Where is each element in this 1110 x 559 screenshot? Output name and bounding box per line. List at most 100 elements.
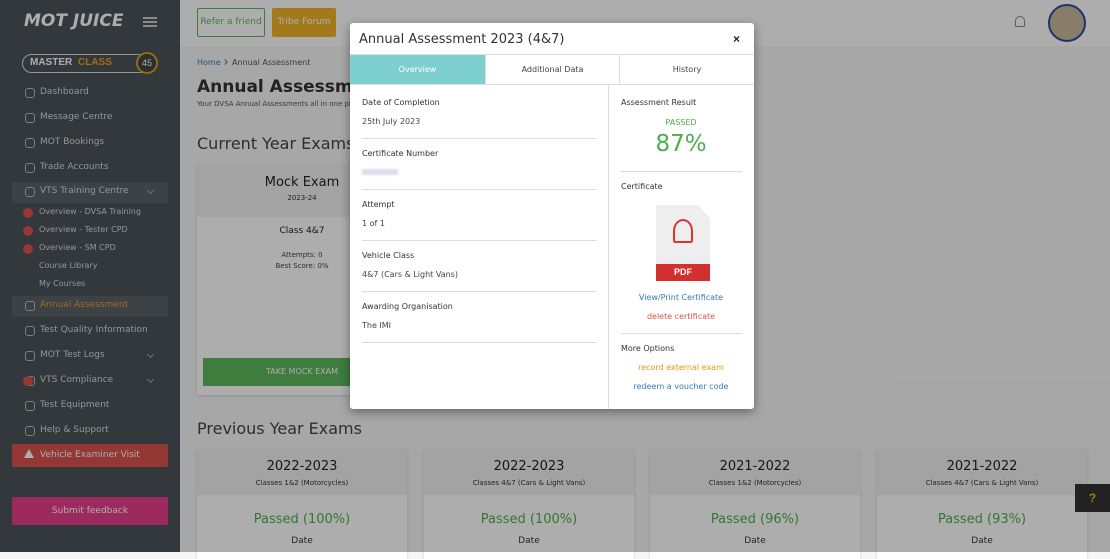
card-date-label: Date: [291, 536, 313, 546]
tab[interactable]: History: [619, 55, 754, 84]
menu-toggle[interactable]: [143, 17, 157, 27]
menu-item[interactable]: Dashboard: [40, 87, 89, 97]
divider: [350, 54, 754, 55]
alert-dot: [23, 226, 33, 236]
alert-dot: [23, 244, 33, 254]
field-label: Vehicle Class: [362, 251, 415, 260]
redacted-value: [362, 169, 398, 175]
menu-item[interactable]: Test Equipment: [40, 400, 110, 410]
card-year: 2022-2023: [493, 459, 565, 474]
certificate-label: Certificate: [621, 182, 663, 191]
card-year: 2021-2022: [946, 459, 1018, 474]
breadcrumb[interactable]: Home: [197, 58, 221, 67]
divider: [362, 291, 597, 292]
help-button[interactable]: ?: [1075, 484, 1110, 512]
card-result: Passed (100%): [480, 512, 578, 527]
menu-icon: [25, 401, 35, 411]
divider: [621, 171, 742, 172]
card-date-label: Date: [744, 536, 766, 546]
delete-link[interactable]: delete certificate: [646, 312, 716, 321]
menu-item[interactable]: Overview - DVSA Training: [39, 207, 141, 216]
feedback-button-text: Submit feedback: [51, 506, 129, 516]
menu-item[interactable]: Trade Accounts: [40, 162, 109, 172]
exam-card: 2021-2022 Classes 1&2 (Motorcycles) Passed…: [650, 449, 860, 559]
avatar[interactable]: [1048, 4, 1086, 42]
breadcrumb: Annual Assessment: [232, 58, 311, 67]
field-value: 1 of 1: [362, 219, 385, 228]
card-result: Passed (93%): [937, 512, 1027, 527]
badge-part1: MASTER: [30, 57, 73, 68]
top-button[interactable]: Refer a friend: [197, 8, 265, 37]
menu-item[interactable]: Overview - Tester CPD: [39, 225, 128, 234]
exam-card: 2022-2023 Classes 1&2 (Motorcycles) Passed…: [197, 449, 407, 559]
menu-item[interactable]: MOT Test Logs: [40, 350, 105, 360]
notification-bell[interactable]: [1015, 16, 1025, 27]
pdf-band: PDF: [656, 264, 710, 281]
menu-icon: [25, 187, 35, 197]
view-link[interactable]: View/Print Certificate: [638, 293, 724, 302]
redeem-link[interactable]: redeem a voucher code: [633, 382, 729, 391]
field-label: Awarding Organisation: [362, 302, 453, 311]
menu-icon: [25, 301, 35, 311]
result-score: 87%: [655, 131, 707, 157]
field-label: Date of Completion: [362, 98, 440, 107]
menu-icon: [25, 113, 35, 123]
menu-item[interactable]: Message Centre: [40, 112, 113, 122]
alert-button[interactable]: Vehicle Examiner Visit: [12, 444, 168, 467]
divider: [362, 138, 597, 139]
card-classes: Classes 1&2 (Motorcycles): [255, 479, 349, 487]
menu-item[interactable]: VTS Training Centre: [40, 186, 129, 196]
divider: [362, 240, 597, 241]
logo: MOT JUICE: [24, 11, 124, 31]
card-title: Mock Exam: [264, 175, 340, 190]
divider: [350, 84, 754, 85]
menu-item[interactable]: VTS Compliance: [40, 375, 114, 385]
result-label: Assessment Result: [621, 98, 697, 107]
card-date-label: Date: [971, 536, 993, 546]
card-class: Class 4&7: [279, 226, 325, 236]
field-label: Attempt: [362, 200, 395, 209]
menu-item[interactable]: Course Library: [39, 261, 98, 270]
card-attempts: Attempts: 0: [281, 251, 323, 259]
page-title: Annual Assessment: [197, 77, 385, 97]
card-result: Passed (100%): [253, 512, 351, 527]
menu-item[interactable]: Annual Assessment: [40, 300, 129, 310]
card-year: 2023-24: [287, 194, 317, 202]
tab[interactable]: Additional Data: [485, 55, 619, 84]
card-head: [877, 449, 1087, 495]
divider: [608, 85, 609, 409]
field-value: 4&7 (Cars & Light Vans): [362, 270, 458, 279]
menu-item[interactable]: My Courses: [39, 279, 86, 288]
options-label: More Options: [621, 344, 675, 353]
alert-icon: [24, 449, 34, 458]
field-value: 25th July 2023: [362, 117, 421, 126]
badge-count: 45: [136, 52, 158, 74]
menu-item[interactable]: MOT Bookings: [40, 137, 105, 147]
card-head: [650, 449, 860, 495]
card-year: 2022-2023: [266, 459, 338, 474]
menu-item[interactable]: Test Quality Information: [40, 325, 148, 335]
divider: [621, 333, 742, 334]
menu-icon: [25, 138, 35, 148]
masterclass-badge: MASTER CLASS 45: [22, 52, 158, 74]
menu-icon: [25, 426, 35, 436]
menu-item[interactable]: Overview - SM CPD: [39, 243, 116, 252]
card-classes: Classes 4&7 (Cars & Light Vans): [925, 479, 1039, 487]
menu-item[interactable]: Help & Support: [40, 425, 109, 435]
menu-icon: [25, 351, 35, 361]
record-link[interactable]: record external exam: [638, 363, 724, 372]
card-head: [197, 449, 407, 495]
card-head: [424, 449, 634, 495]
modal-title: Annual Assessment 2023 (4&7): [359, 32, 565, 47]
card-classes: Classes 1&2 (Motorcycles): [708, 479, 802, 487]
menu-icon: [25, 88, 35, 98]
tab[interactable]: Overview: [350, 55, 485, 84]
feedback-button[interactable]: Submit feedback: [12, 497, 168, 525]
top-button[interactable]: Tribe Forum: [272, 8, 336, 37]
modal-close[interactable]: ×: [733, 32, 741, 46]
section-heading: Previous Year Exams: [197, 419, 362, 438]
alert-button-text: Vehicle Examiner Visit: [40, 450, 140, 460]
pdf-icon[interactable]: PDF: [656, 205, 710, 281]
result-status: PASSED: [665, 118, 697, 127]
